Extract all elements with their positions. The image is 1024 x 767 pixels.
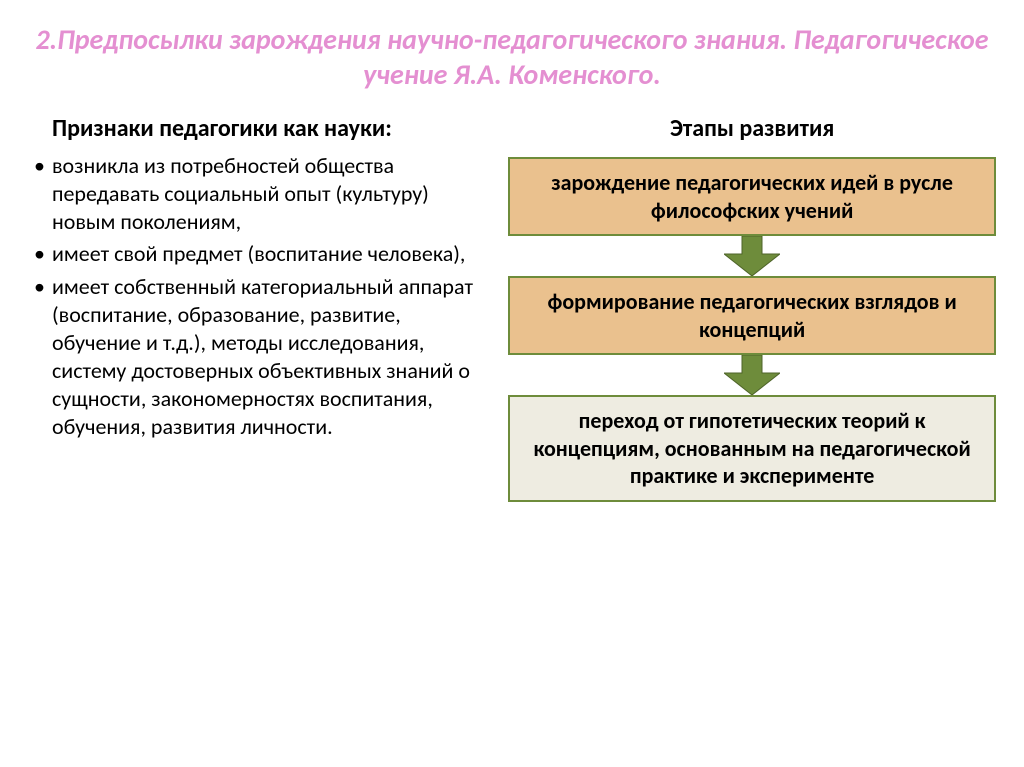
- list-item: имеет свой предмет (воспитание человека)…: [28, 240, 478, 268]
- slide-title: 2.Предпосылки зарождения научно-педагоги…: [28, 22, 996, 92]
- right-heading: Этапы развития: [670, 114, 834, 143]
- left-column: Признаки педагогики как науки: возникла …: [28, 114, 478, 502]
- list-item: имеет собственный категориальный аппарат…: [28, 273, 478, 442]
- bullet-list: возникла из потребностей общества переда…: [28, 152, 478, 442]
- left-heading: Признаки педагогики как науки:: [28, 114, 478, 144]
- stage-box: зарождение педагогических идей в русле ф…: [508, 157, 996, 236]
- right-column: Этапы развития зарождение педагогических…: [508, 114, 996, 502]
- stage-box: формирование педагогических взглядов и к…: [508, 276, 996, 355]
- down-arrow-icon: [724, 355, 780, 395]
- down-arrow-icon: [724, 236, 780, 276]
- content-columns: Признаки педагогики как науки: возникла …: [28, 114, 996, 502]
- stage-box: переход от гипотетических теорий к конце…: [508, 395, 996, 502]
- list-item: возникла из потребностей общества переда…: [28, 152, 478, 236]
